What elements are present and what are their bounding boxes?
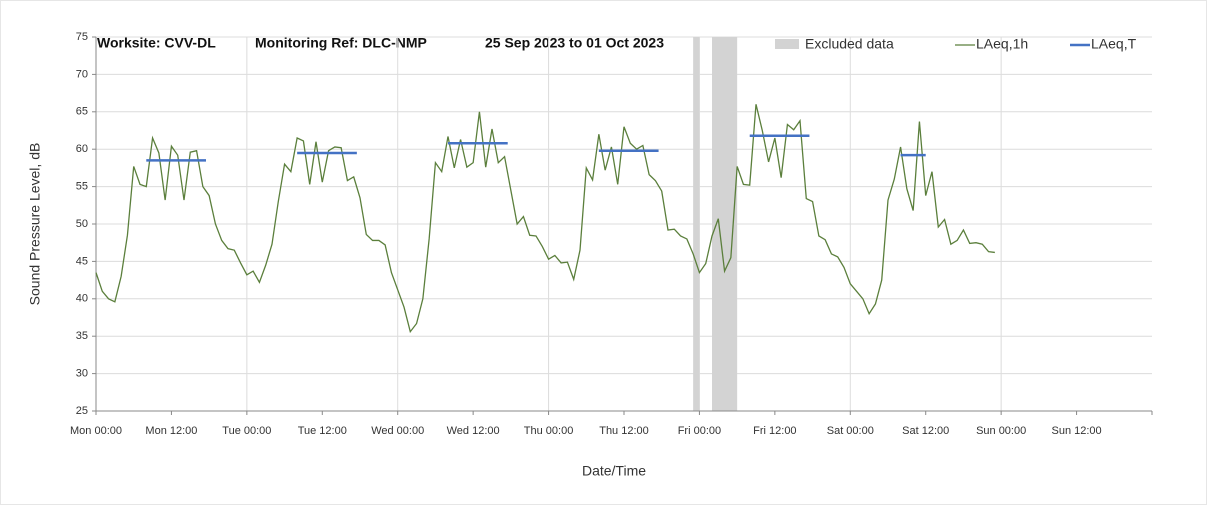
x-tick-label: Tue 12:00 [298, 425, 347, 437]
x-tick-label: Sun 00:00 [976, 425, 1026, 437]
title-dates: 25 Sep 2023 to 01 Oct 2023 [485, 35, 664, 51]
y-tick-label: 30 [76, 368, 88, 380]
y-axis-label: Sound Pressure Level, dB [27, 143, 43, 306]
y-tick-label: 35 [76, 330, 88, 342]
y-tick-label: 55 [76, 181, 88, 193]
x-tick-label: Fri 12:00 [753, 425, 796, 437]
legend-label: LAeq,1h [976, 36, 1028, 52]
x-tick-label: Mon 00:00 [70, 425, 122, 437]
title-ref: Monitoring Ref: DLC-NMP [255, 35, 427, 51]
x-tick-label: Mon 12:00 [145, 425, 197, 437]
y-tick-label: 75 [76, 31, 88, 43]
y-tick-label: 45 [76, 255, 88, 267]
x-tick-label: Wed 00:00 [371, 425, 424, 437]
x-tick-label: Wed 12:00 [447, 425, 500, 437]
x-tick-label: Sat 12:00 [902, 425, 949, 437]
x-tick-label: Thu 00:00 [524, 425, 574, 437]
y-tick-label: 70 [76, 68, 88, 80]
x-tick-label: Sat 00:00 [827, 425, 874, 437]
y-tick-label: 25 [76, 405, 88, 417]
y-tick-label: 50 [76, 218, 88, 230]
legend-label: LAeq,T [1091, 36, 1137, 52]
y-tick-label: 60 [76, 143, 88, 155]
y-tick-label: 65 [76, 106, 88, 118]
y-tick-label: 40 [76, 293, 88, 305]
x-tick-label: Thu 12:00 [599, 425, 649, 437]
legend-swatch [775, 39, 799, 49]
x-tick-label: Fri 00:00 [678, 425, 721, 437]
line-laeq-1h [95, 104, 995, 334]
excluded-band [693, 37, 700, 411]
x-axis-label: Date/Time [582, 463, 646, 479]
x-tick-label: Sun 12:00 [1051, 425, 1101, 437]
legend-label: Excluded data [805, 36, 894, 52]
title-worksite: Worksite: CVV-DL [97, 35, 216, 51]
x-tick-label: Tue 00:00 [222, 425, 271, 437]
